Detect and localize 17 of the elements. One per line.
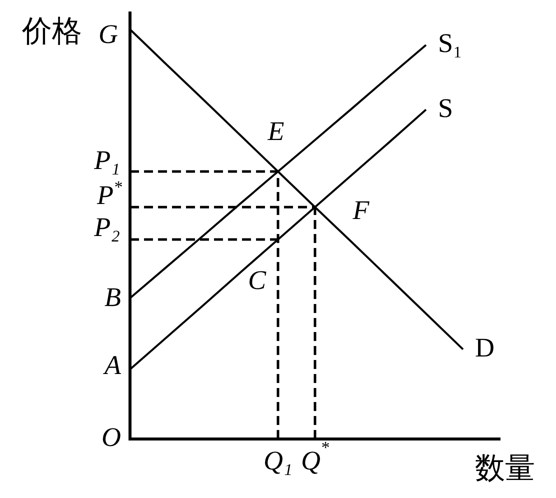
- y-axis-title: 价格: [21, 14, 82, 49]
- text: P₂: [93, 212, 120, 242]
- annotation: F: [352, 195, 370, 226]
- text: O: [102, 422, 121, 452]
- annotation: C: [248, 265, 267, 296]
- x-axis-title: 数量: [475, 450, 535, 486]
- text: G: [98, 19, 118, 50]
- series-label: S: [438, 92, 454, 123]
- text: A: [102, 350, 122, 380]
- x-tick-label: Q₁: [264, 446, 292, 476]
- x-tick-label: Q*: [301, 438, 330, 476]
- text: P₁: [93, 145, 120, 176]
- text: P*: [96, 177, 122, 210]
- series-label: D: [475, 332, 494, 362]
- series-label: S₁: [438, 28, 462, 58]
- annotation: E: [266, 116, 285, 146]
- text: B: [104, 282, 122, 312]
